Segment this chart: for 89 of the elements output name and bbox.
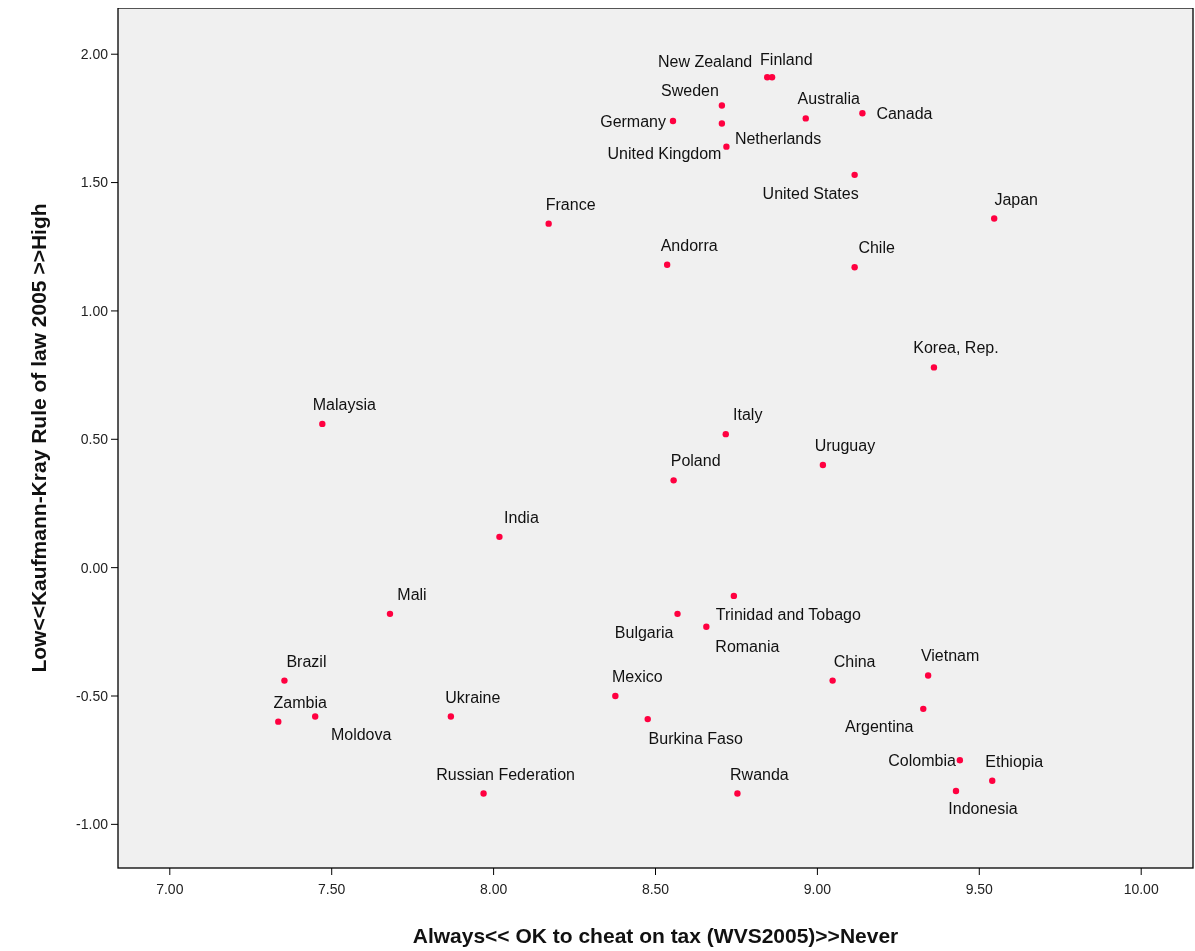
annotation: Mali <box>397 585 427 603</box>
x-tick-label: 7.50 <box>318 881 346 897</box>
x-tick-label: 9.50 <box>965 881 994 897</box>
annotation: Trinidad and Tobago <box>715 605 861 623</box>
annotation: France <box>545 195 596 213</box>
annotation: India <box>504 508 539 526</box>
annotation: Vietnam <box>920 647 980 665</box>
point <box>496 533 503 541</box>
annotation: Mexico <box>612 668 663 685</box>
point <box>722 430 729 438</box>
annotation: Italy <box>733 406 763 424</box>
point <box>275 718 282 725</box>
annotation: Sweden <box>661 81 719 99</box>
y-tick-label: -1.00 <box>76 816 109 833</box>
annotation: Canada <box>876 105 933 123</box>
annotation: Colombia <box>888 752 956 770</box>
annotation: Romania <box>715 637 780 655</box>
point <box>670 477 677 484</box>
point <box>734 790 741 797</box>
x-tick-label: 10.00 <box>1123 881 1159 897</box>
point <box>674 610 681 618</box>
point <box>281 677 288 684</box>
y-tick-label: 1.00 <box>80 302 109 319</box>
annotation: Rwanda <box>730 765 789 783</box>
point <box>952 787 960 795</box>
point <box>447 713 455 720</box>
point <box>956 756 964 764</box>
point <box>386 610 394 618</box>
y-tick-label: 1.50 <box>80 174 109 191</box>
y-axis-title: Low<<Kaufmann-Kray Rule of law 2005 >>High <box>27 203 50 673</box>
annotation: United States <box>762 184 859 202</box>
point <box>851 171 858 179</box>
annotation: Argentina <box>845 717 914 735</box>
point <box>319 420 326 428</box>
y-tick-label: 0.00 <box>80 559 109 576</box>
annotation: Indonesia <box>948 799 1018 817</box>
annotation: China <box>833 652 876 670</box>
point <box>829 677 836 684</box>
annotation: Poland <box>670 452 721 470</box>
y-tick-label: 0.50 <box>80 431 109 448</box>
annotation: Russian Federation <box>436 765 575 783</box>
point <box>930 364 938 371</box>
x-tick-label: 8.50 <box>641 881 670 897</box>
point <box>819 461 827 469</box>
annotation: Finland <box>760 51 813 69</box>
point <box>924 672 932 679</box>
point <box>545 220 552 227</box>
point <box>802 115 809 122</box>
annotation: Korea, Rep. <box>913 339 999 357</box>
x-tick-label: 9.00 <box>803 881 832 897</box>
annotation: Australia <box>797 90 860 108</box>
annotation: Zambia <box>273 693 328 711</box>
point <box>859 110 866 117</box>
point <box>851 264 858 271</box>
annotation: Malaysia <box>312 395 376 413</box>
y-tick-label: -0.50 <box>76 687 109 704</box>
point <box>612 692 619 700</box>
annotation: Andorra <box>660 236 718 254</box>
annotation: Brazil <box>286 652 327 670</box>
annotation: Uruguay <box>814 436 876 454</box>
annotation: Germany <box>600 112 666 130</box>
annotation: Japan <box>994 190 1038 208</box>
x-tick-label: 7.00 <box>156 881 184 897</box>
point <box>311 713 319 720</box>
point <box>663 261 671 268</box>
annotation: Ukraine <box>445 688 501 706</box>
x-axis-title: Always<< OK to cheat on tax (WVS2005)>>Never <box>412 924 899 947</box>
point <box>723 143 730 150</box>
annotation: Burkina Faso <box>648 730 743 748</box>
point <box>703 623 710 630</box>
y-tick-label: 2.00 <box>80 46 109 63</box>
annotation: Netherlands <box>734 129 822 147</box>
annotation: United Kingdom <box>607 144 722 162</box>
point <box>669 117 677 125</box>
point <box>920 705 927 713</box>
point <box>718 120 726 127</box>
point <box>989 777 996 784</box>
point <box>768 74 776 81</box>
point <box>730 592 738 600</box>
point <box>480 790 487 797</box>
annotation: Ethiopia <box>985 752 1044 770</box>
point <box>990 215 998 222</box>
annotation: New Zealand <box>657 53 753 71</box>
point <box>718 102 726 109</box>
annotation: Chile <box>858 239 895 257</box>
x-tick-label: 8.00 <box>479 881 508 897</box>
point <box>644 715 651 723</box>
annotation: Moldova <box>330 725 392 743</box>
annotation: Bulgaria <box>614 623 674 641</box>
